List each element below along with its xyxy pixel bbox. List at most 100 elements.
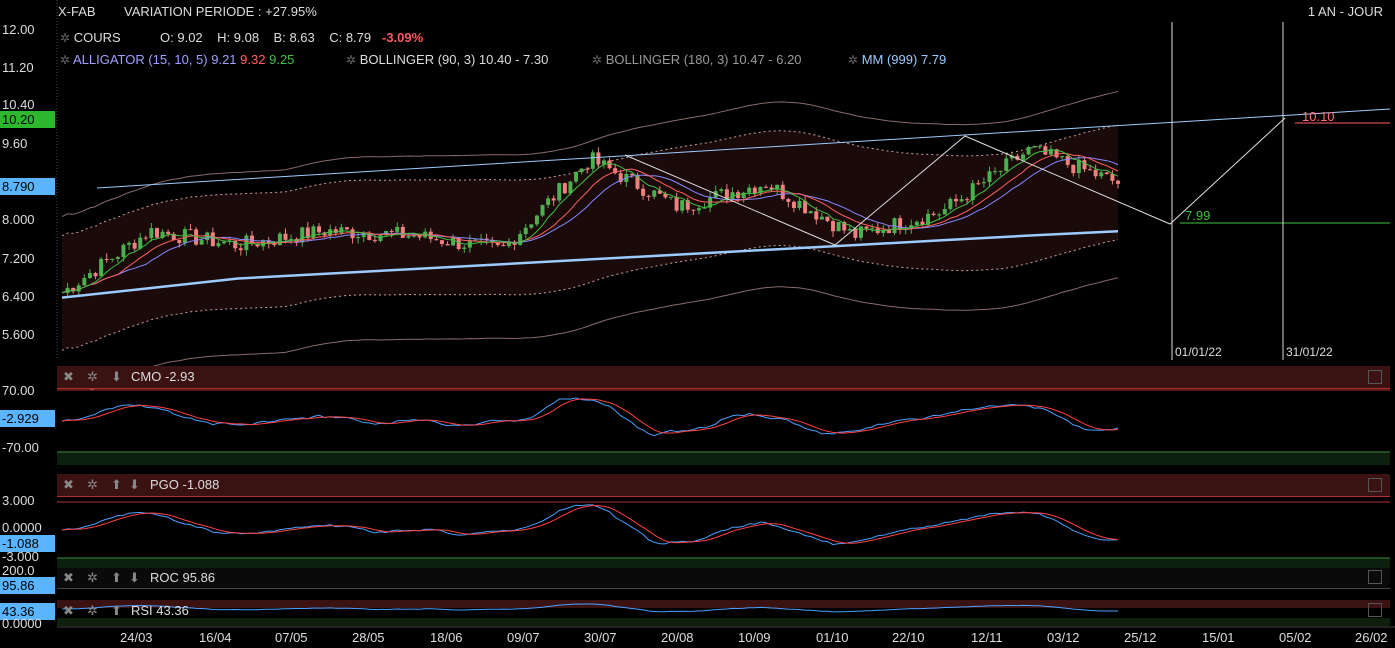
gear-icon[interactable]: ✲: [592, 53, 603, 67]
arrow-down-icon[interactable]: ⬇: [129, 570, 140, 585]
gear-icon[interactable]: ✲: [346, 53, 357, 67]
candle-body: [618, 173, 623, 183]
candle-body: [143, 237, 148, 239]
candle-body: [758, 186, 763, 194]
gear-icon[interactable]: ✲: [87, 477, 98, 492]
x-tick: 30/07: [584, 630, 617, 645]
maximize-icon[interactable]: [1368, 370, 1382, 384]
candle-body: [585, 168, 590, 170]
candle-body: [562, 183, 567, 194]
candle-body: [1082, 160, 1087, 170]
candle-body: [233, 240, 238, 249]
candle-body: [741, 192, 746, 199]
candle-body: [160, 231, 165, 238]
candle-body: [831, 221, 836, 232]
close-icon[interactable]: ✖: [63, 603, 74, 618]
candle-body: [803, 200, 808, 214]
candle-body: [473, 239, 478, 241]
candle-body: [328, 229, 333, 236]
candle-body: [680, 200, 685, 211]
candle-body: [199, 240, 204, 245]
arrow-down-icon[interactable]: ⬇: [129, 477, 140, 492]
maximize-icon[interactable]: [1368, 603, 1382, 617]
x-tick: 24/03: [120, 630, 153, 645]
maximize-icon[interactable]: [1368, 570, 1382, 584]
candle-body: [445, 244, 450, 246]
gear-icon[interactable]: ✲: [87, 603, 98, 618]
arrow-down-icon[interactable]: ⬇: [111, 369, 122, 384]
candle-body: [289, 238, 294, 240]
arrow-up-icon[interactable]: ⬆: [111, 603, 122, 618]
candle-body: [981, 182, 986, 184]
candle-body: [1093, 169, 1098, 177]
close-icon[interactable]: ✖: [63, 369, 74, 384]
x-tick: 09/07: [507, 630, 540, 645]
candle-body: [434, 239, 439, 241]
candle-body: [222, 241, 227, 244]
gear-icon[interactable]: ✲: [848, 53, 859, 67]
candle-body: [1004, 158, 1009, 171]
x-tick: 28/05: [352, 630, 385, 645]
candle-body: [1048, 149, 1053, 155]
candle-body: [881, 229, 886, 233]
legend-cours: ✲ COURS: [60, 30, 121, 45]
gear-icon[interactable]: ✲: [87, 570, 98, 585]
candle-body: [696, 208, 701, 211]
gear-icon[interactable]: ✲: [87, 369, 98, 384]
x-tick: 26/02: [1355, 630, 1388, 645]
candle-body: [708, 197, 713, 208]
gear-icon[interactable]: ✲: [60, 31, 71, 45]
candle-body: [462, 247, 467, 249]
arrow-up-icon[interactable]: ⬆: [111, 570, 122, 585]
candle-body: [926, 213, 931, 225]
candle-body: [1032, 146, 1037, 148]
candle-body: [791, 201, 796, 208]
zigzag-pattern: [624, 117, 1286, 246]
x-tick: 20/08: [661, 630, 694, 645]
close-value: 8.79: [345, 30, 372, 45]
candle-body: [652, 190, 657, 197]
candle-body: [1054, 149, 1059, 158]
cours-label: COURS: [73, 30, 121, 45]
x-tick: 01/10: [816, 630, 849, 645]
price-tag-green: 10.20: [0, 111, 55, 128]
candle-body: [914, 221, 919, 226]
candle-body: [886, 229, 891, 234]
candle-body: [1076, 160, 1081, 174]
candle-body: [719, 189, 724, 192]
candle-body: [104, 258, 109, 260]
candle-body: [898, 218, 903, 230]
candle-body: [495, 242, 500, 246]
pgo-axis-mid: 0.0000: [2, 520, 42, 535]
candle-body: [227, 240, 232, 242]
close-icon[interactable]: ✖: [63, 477, 74, 492]
candle-body: [1065, 156, 1070, 165]
candle-body: [451, 237, 456, 246]
bollinger-outer-lower: [61, 277, 1119, 399]
low-value: 8.63: [289, 30, 315, 45]
close-icon[interactable]: ✖: [63, 570, 74, 585]
candle-body: [590, 152, 595, 169]
cmo-panel-header: ✖ ✲ ⬇ CMO -2.93: [57, 366, 1390, 389]
candle-body: [1021, 154, 1026, 160]
candle-body: [909, 225, 914, 229]
candle-body: [775, 184, 780, 190]
roc-title: ROC 95.86: [150, 570, 216, 585]
candle-body: [127, 242, 132, 245]
level-low-label: 7.99: [1185, 208, 1211, 223]
pgo-title: PGO -1.088: [150, 477, 220, 492]
candle-body: [356, 237, 361, 239]
arrow-up-icon[interactable]: ⬆: [111, 477, 122, 492]
legend-alligator: ✲ ALLIGATOR (15, 10, 5) 9.21 9.32 9.25: [60, 52, 295, 67]
candle-body: [842, 222, 847, 231]
maximize-icon[interactable]: [1368, 478, 1382, 492]
variation-period: VARIATION PERIODE : +27.95%: [124, 4, 317, 19]
gear-icon[interactable]: ✲: [60, 53, 71, 67]
candle-body: [71, 287, 76, 292]
candle-body: [657, 190, 662, 194]
candle-body: [1015, 155, 1020, 160]
period-selector[interactable]: 1 AN - JOUR: [1307, 4, 1383, 19]
candle-body: [825, 216, 830, 222]
candle-body: [523, 227, 528, 235]
